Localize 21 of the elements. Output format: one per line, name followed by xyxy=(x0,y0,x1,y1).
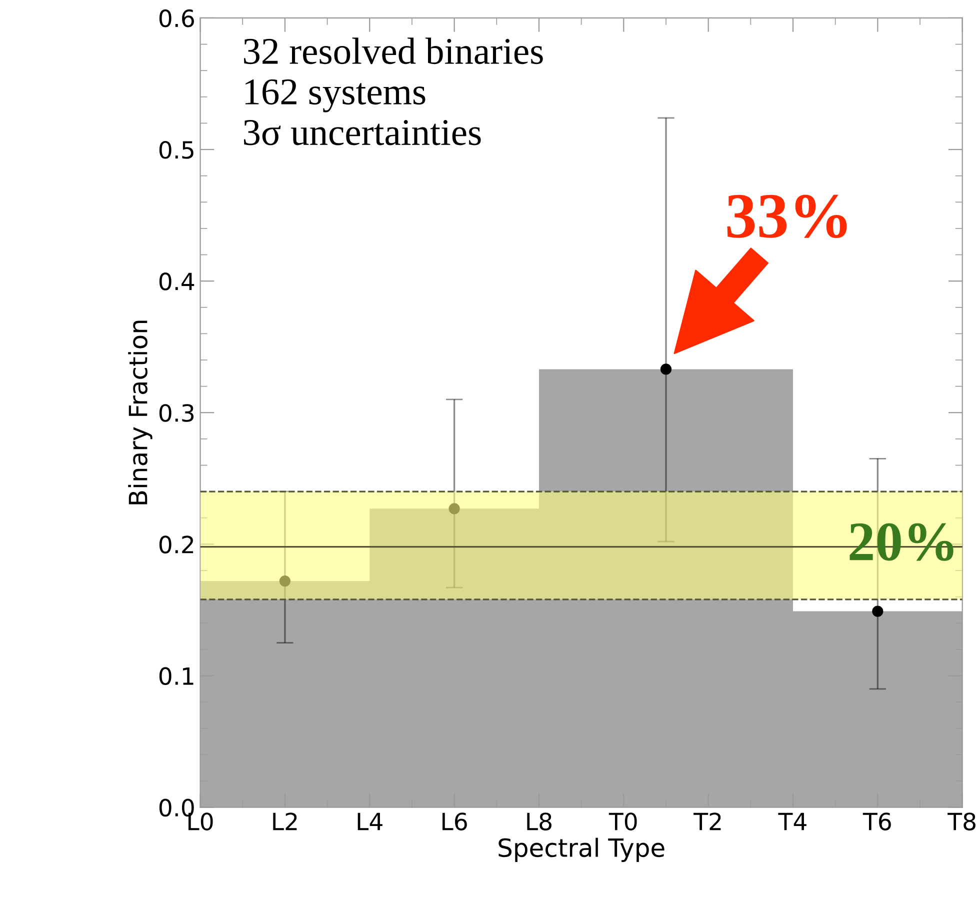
y-tick-label: 0.1 xyxy=(159,667,194,686)
y-tick-label: 0.3 xyxy=(159,404,194,422)
x-tick-label: T2 xyxy=(694,812,721,830)
x-tick-label: L2 xyxy=(273,812,297,830)
x-tick-label: L6 xyxy=(442,812,467,830)
y-tick-label: 0.5 xyxy=(159,140,194,159)
annotation: 32 resolved binaries xyxy=(244,38,543,64)
y-tick-label: 0.6 xyxy=(159,9,194,28)
x-tick-label: T6 xyxy=(862,812,891,830)
y-tick-label: 0.4 xyxy=(159,272,194,290)
x-tick-label: L8 xyxy=(527,812,552,830)
x-tick-label: T0 xyxy=(608,812,637,830)
y-tick-label: 0.2 xyxy=(159,536,194,554)
x-axis-title: Spectral Type xyxy=(498,838,664,862)
annotation: 3σ uncertainties xyxy=(244,120,481,146)
annotation: 33% xyxy=(727,194,847,238)
x-tick-label: T8 xyxy=(948,812,976,830)
annotation: 162 systems xyxy=(245,79,426,112)
x-tick-label: T4 xyxy=(778,812,806,830)
x-tick-label: L4 xyxy=(358,812,382,830)
y-axis-title: Binary Fraction xyxy=(128,320,152,504)
